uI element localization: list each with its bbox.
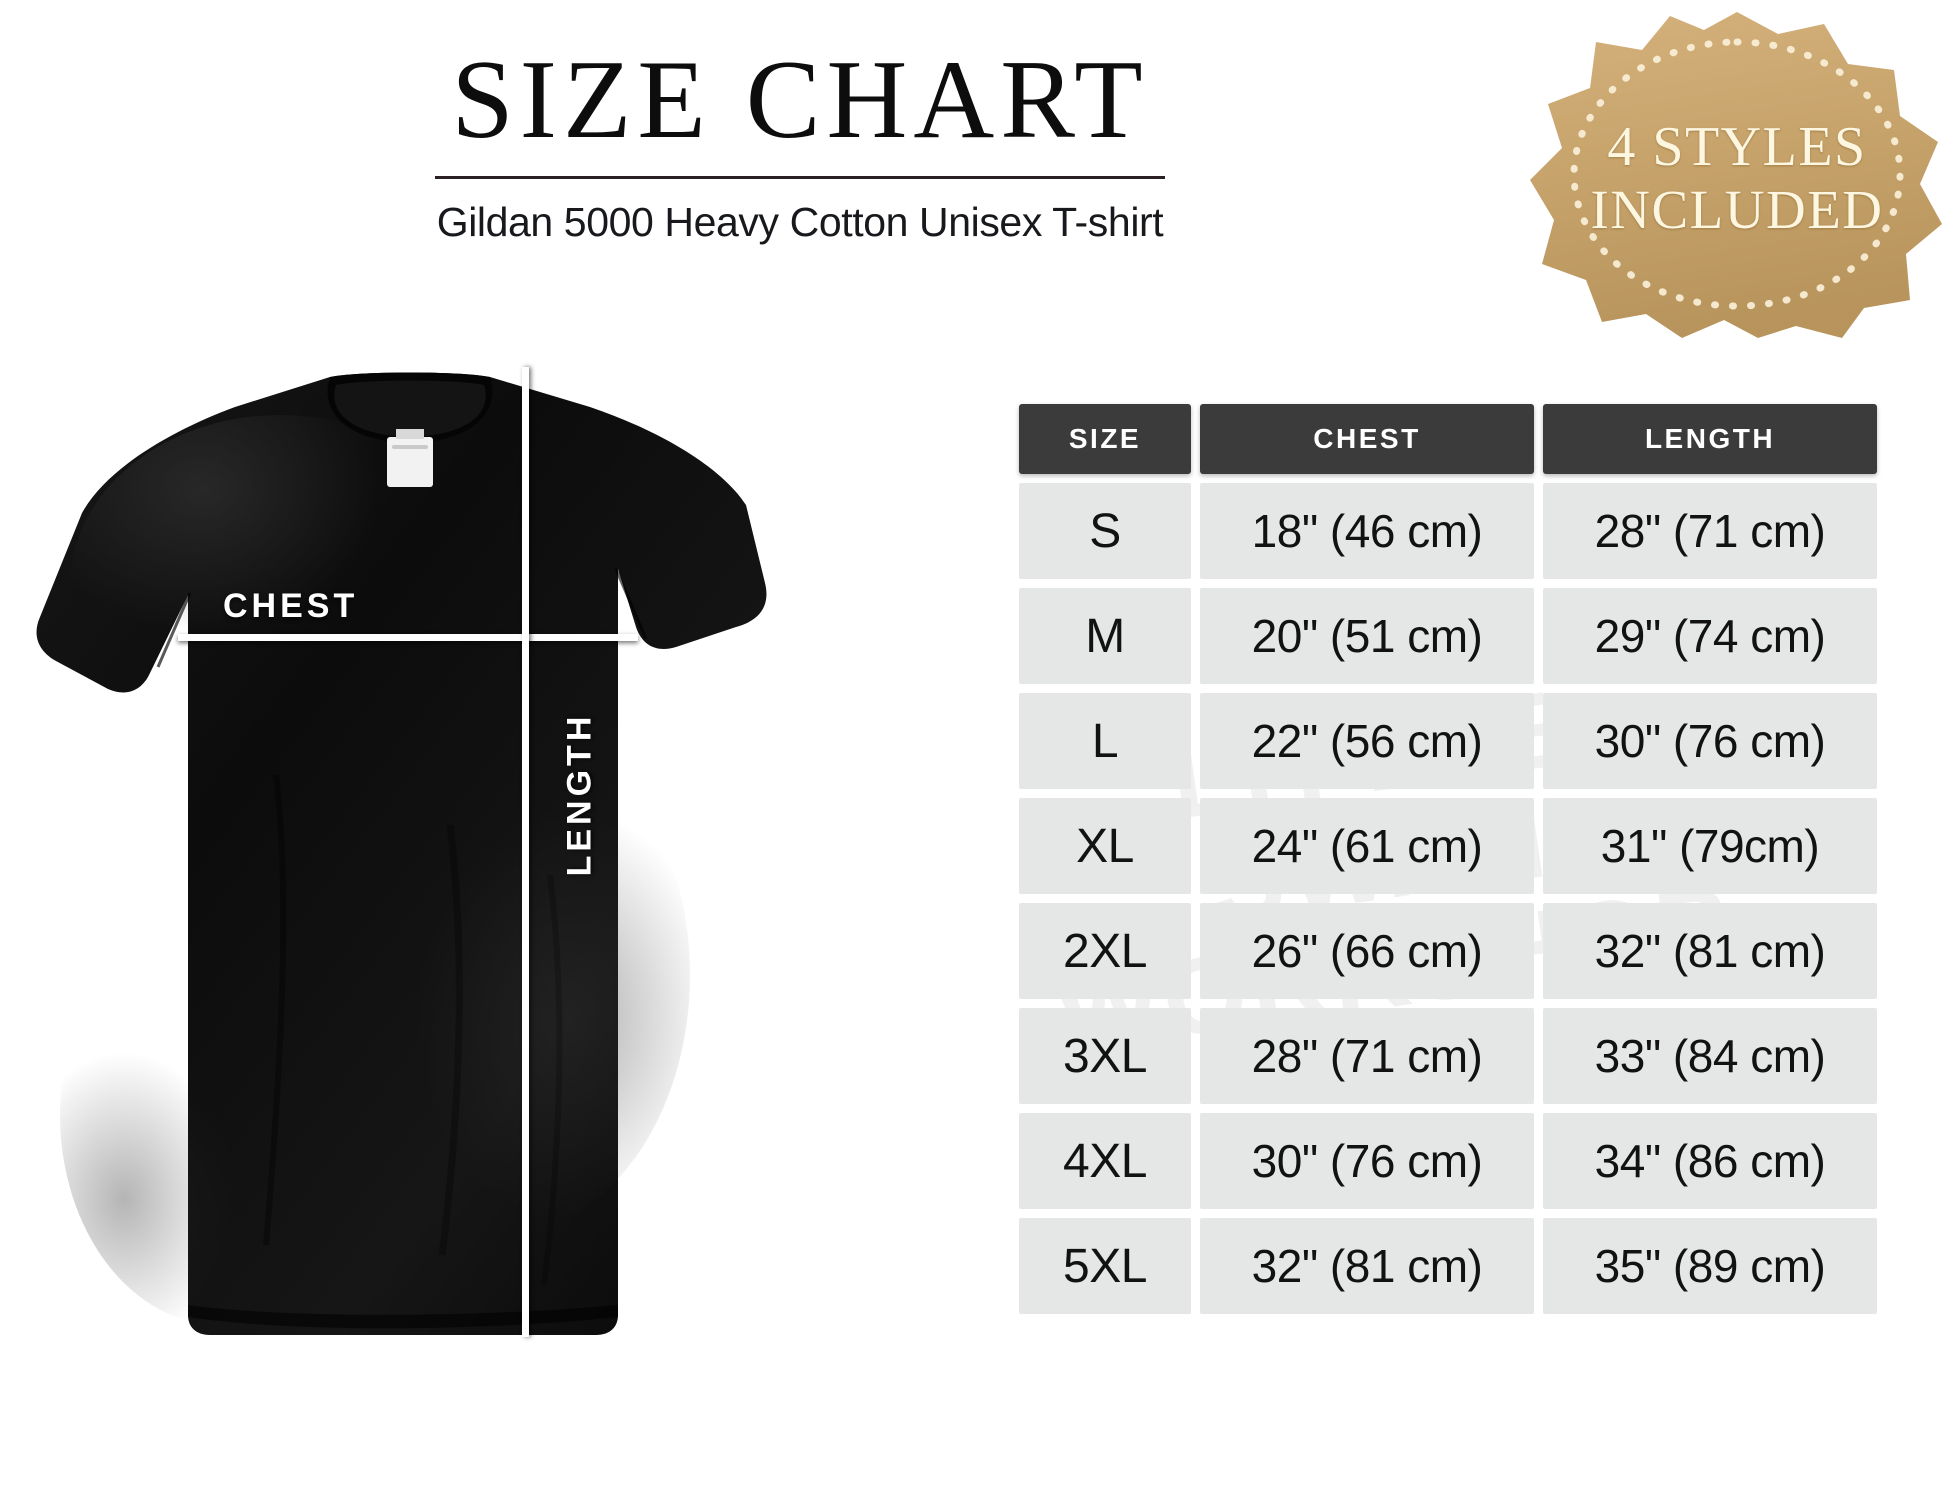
header: SIZE CHART Gildan 5000 Heavy Cotton Unis… [430,38,1170,246]
page-subtitle: Gildan 5000 Heavy Cotton Unisex T-shirt [436,198,1164,245]
length-measure-line [522,367,529,1337]
badge-line-2: INCLUDED [1590,178,1884,240]
cell-size: 2XL [1019,903,1191,999]
page-title: SIZE CHART [451,38,1149,162]
table-row: 3XL 28" (71 cm) 33" (84 cm) [1019,1008,1897,1104]
column-header-size: SIZE [1019,404,1191,474]
cell-length: 28" (71 cm) [1543,483,1877,579]
table-header-row: SIZE CHEST LENGTH [1019,404,1897,474]
cell-size: 5XL [1019,1218,1191,1314]
column-header-length: LENGTH [1543,404,1877,474]
chest-measure-line [178,634,638,641]
cell-size: L [1019,693,1191,789]
cell-chest: 28" (71 cm) [1200,1008,1534,1104]
badge-line-1: 4 STYLES [1607,116,1867,178]
table-row: XL 24" (61 cm) 31" (79cm) [1019,798,1897,894]
cell-length: 35" (89 cm) [1543,1218,1877,1314]
table-row: 2XL 26" (66 cm) 32" (81 cm) [1019,903,1897,999]
cell-chest: 22" (56 cm) [1200,693,1534,789]
cell-chest: 32" (81 cm) [1200,1218,1534,1314]
cell-size: XL [1019,798,1191,894]
styles-included-badge: 4 STYLES INCLUDED [1528,8,1946,338]
cell-chest: 18" (46 cm) [1200,483,1534,579]
cell-length: 34" (86 cm) [1543,1113,1877,1209]
cell-chest: 24" (61 cm) [1200,798,1534,894]
cell-chest: 26" (66 cm) [1200,903,1534,999]
neck-tag [387,437,433,487]
title-divider [435,175,1165,179]
tshirt-illustration: CHEST LENGTH [30,355,790,1355]
cell-chest: 20" (51 cm) [1200,588,1534,684]
tshirt-icon [36,372,767,1335]
size-table: SIZE CHEST LENGTH S 18" (46 cm) 28" (71 … [1019,404,1897,1323]
cell-size: M [1019,588,1191,684]
table-row: L 22" (56 cm) 30" (76 cm) [1019,693,1897,789]
cell-size: 4XL [1019,1113,1191,1209]
table-row: S 18" (46 cm) 28" (71 cm) [1019,483,1897,579]
chest-label: CHEST [223,587,359,625]
table-row: 4XL 30" (76 cm) 34" (86 cm) [1019,1113,1897,1209]
cell-length: 30" (76 cm) [1543,693,1877,789]
table-row: 5XL 32" (81 cm) 35" (89 cm) [1019,1218,1897,1314]
table-row: M 20" (51 cm) 29" (74 cm) [1019,588,1897,684]
cell-length: 29" (74 cm) [1543,588,1877,684]
cell-size: S [1019,483,1191,579]
cell-size: 3XL [1019,1008,1191,1104]
seal-badge-icon [1530,12,1942,338]
cell-length: 31" (79cm) [1543,798,1877,894]
cell-length: 33" (84 cm) [1543,1008,1877,1104]
badge-text: 4 STYLES INCLUDED [1528,116,1946,240]
cell-length: 32" (81 cm) [1543,903,1877,999]
length-label: LENGTH [560,712,599,877]
cell-chest: 30" (76 cm) [1200,1113,1534,1209]
column-header-chest: CHEST [1200,404,1534,474]
